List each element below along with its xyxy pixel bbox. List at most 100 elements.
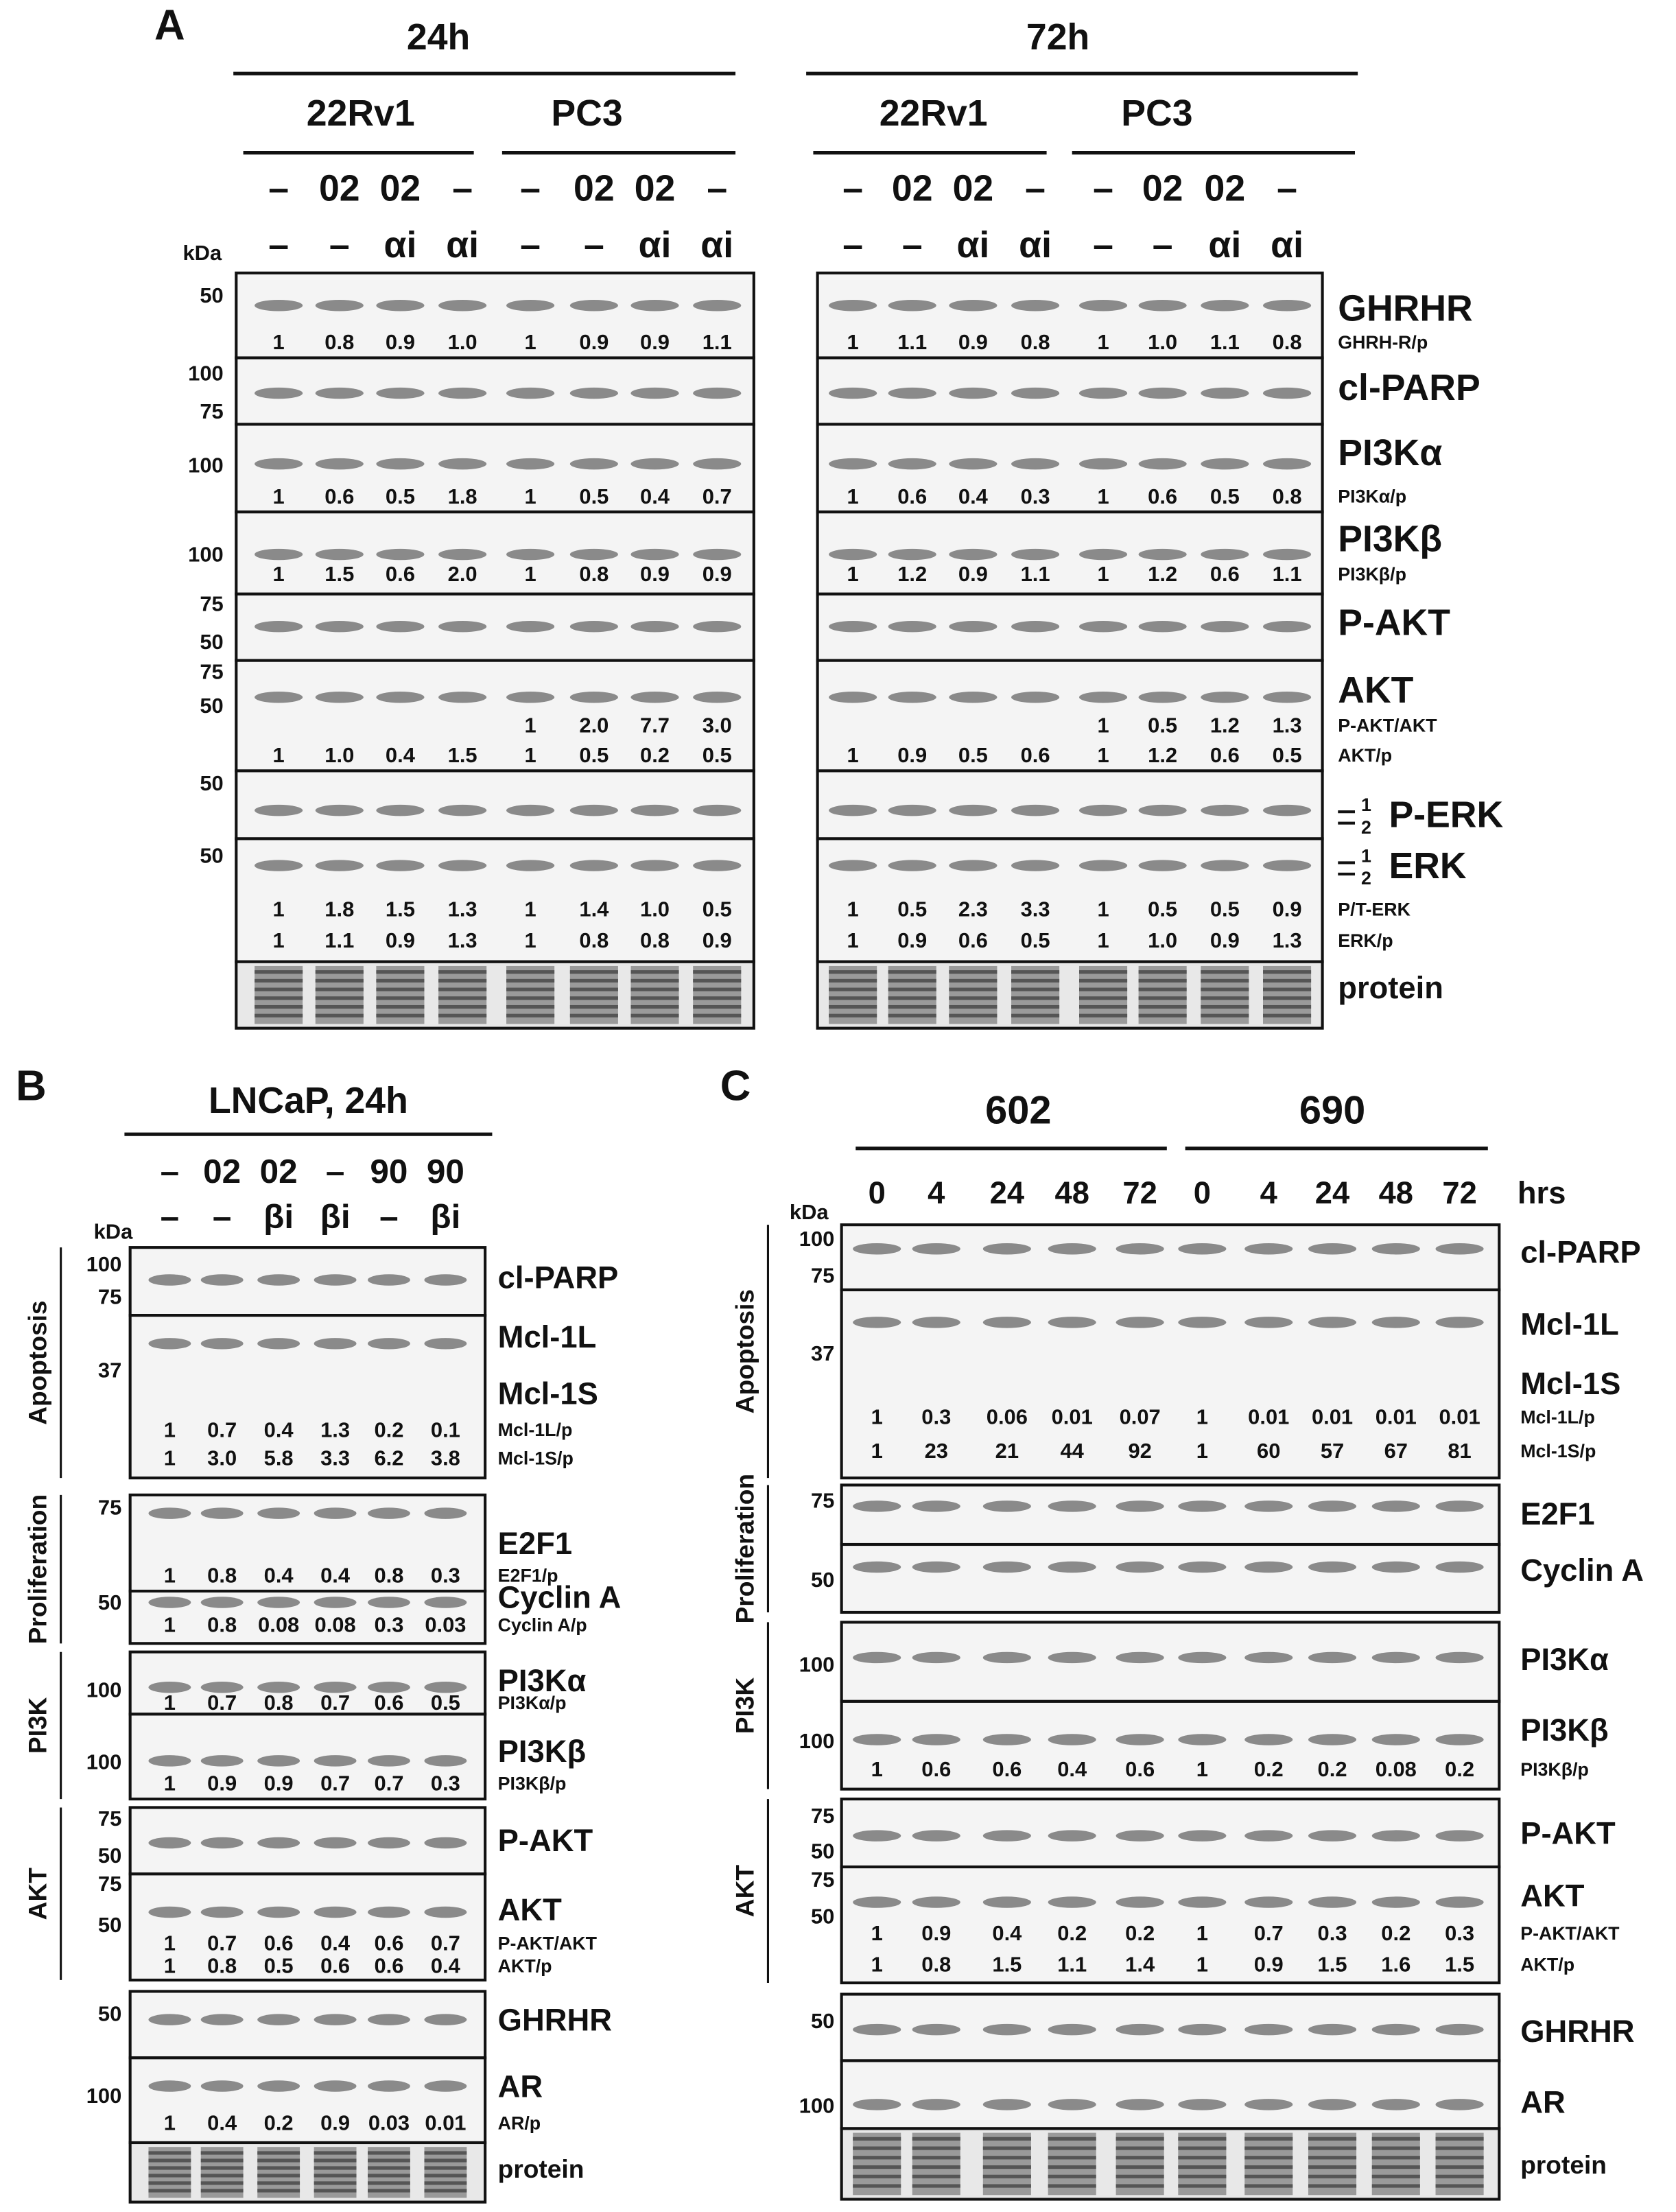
protein-stripe bbox=[853, 2156, 901, 2160]
protein-stripe bbox=[376, 970, 425, 974]
quant-value: 1 bbox=[847, 484, 859, 508]
quant-value: 0.2 bbox=[1381, 1921, 1411, 1945]
quant-value: 1 bbox=[1097, 562, 1109, 586]
band bbox=[1371, 1501, 1420, 1512]
band bbox=[424, 1906, 467, 1918]
band bbox=[1263, 458, 1312, 470]
quant-value: 1.0 bbox=[324, 743, 354, 767]
protein-stripe bbox=[630, 978, 679, 983]
quant-value: 44 bbox=[1060, 1439, 1084, 1463]
quant-value: 6.2 bbox=[374, 1446, 403, 1470]
band-number: 1 bbox=[1361, 845, 1371, 866]
treatment: 02 bbox=[635, 167, 676, 209]
protein-stripe bbox=[1116, 2137, 1164, 2141]
protein-stripe bbox=[148, 2174, 191, 2178]
blot-frame bbox=[128, 1589, 487, 1645]
quant-value: 0.2 bbox=[1057, 1921, 1087, 1945]
quant-label: Mcl-1L/p bbox=[498, 1420, 573, 1440]
treatment: – bbox=[1153, 224, 1173, 266]
quant-value: 1.5 bbox=[1445, 1952, 1474, 1976]
band bbox=[1371, 1651, 1420, 1664]
quant-value: 1 bbox=[273, 928, 285, 952]
time-point: 0 bbox=[1194, 1175, 1211, 1210]
quant-value: 0.6 bbox=[374, 1954, 403, 1978]
protein-stripe bbox=[257, 2181, 300, 2185]
quant-value: 1.8 bbox=[448, 484, 477, 508]
band bbox=[148, 1597, 191, 1608]
band bbox=[315, 387, 364, 399]
panel-label: A bbox=[154, 2, 185, 49]
band bbox=[148, 1338, 191, 1350]
blot-frame bbox=[816, 423, 1324, 514]
quant-value: 0.7 bbox=[1254, 1921, 1284, 1945]
protein-stripe bbox=[630, 996, 679, 1000]
cell-line: 22Rv1 bbox=[307, 93, 415, 134]
band bbox=[1244, 2099, 1293, 2110]
band bbox=[506, 860, 555, 871]
protein-stripe bbox=[255, 1004, 303, 1009]
protein-stripe bbox=[888, 970, 936, 974]
protein-stripe bbox=[315, 1013, 364, 1017]
protein-stripe bbox=[314, 2158, 357, 2163]
protein-stripe bbox=[1435, 2146, 1484, 2150]
band bbox=[148, 2080, 191, 2092]
band bbox=[888, 860, 936, 871]
treatment: – bbox=[902, 224, 923, 266]
section-label: AKT bbox=[23, 1868, 52, 1920]
band bbox=[368, 1274, 410, 1286]
quant-value: 0.5 bbox=[1021, 928, 1050, 952]
band bbox=[200, 2014, 244, 2025]
band bbox=[1138, 387, 1187, 399]
band bbox=[1201, 804, 1249, 816]
treatment: – bbox=[161, 1153, 180, 1190]
protein-stripe bbox=[1201, 1004, 1249, 1009]
quant-value: 1 bbox=[1097, 484, 1109, 508]
band bbox=[1011, 692, 1060, 703]
quant-value: 0.5 bbox=[1210, 484, 1240, 508]
protein-stripe bbox=[1011, 978, 1060, 983]
blot-label: Mcl-1L bbox=[1520, 1307, 1619, 1342]
quant-value: 1 bbox=[273, 743, 285, 767]
band bbox=[1201, 300, 1249, 311]
band bbox=[314, 2014, 357, 2025]
band bbox=[1263, 860, 1312, 871]
protein-stripe bbox=[1116, 2146, 1164, 2150]
protein-stripe bbox=[829, 1013, 877, 1017]
quant-value: 1 bbox=[164, 1446, 176, 1470]
blot-frame bbox=[840, 1699, 1501, 1791]
quant-value: 0.01 bbox=[1439, 1405, 1480, 1429]
band bbox=[949, 458, 998, 470]
band bbox=[693, 692, 742, 703]
quant-value: 0.3 bbox=[1445, 1921, 1474, 1945]
band bbox=[1435, 1501, 1484, 1512]
section-label: Apoptosis bbox=[730, 1289, 759, 1413]
quant-value: 1.5 bbox=[324, 562, 354, 586]
band bbox=[693, 620, 742, 633]
quant-value: 1.0 bbox=[1148, 330, 1177, 354]
quant-value: 1 bbox=[164, 1564, 176, 1588]
protein-stripe bbox=[1178, 2165, 1227, 2169]
protein-stripe bbox=[148, 2158, 191, 2163]
band bbox=[1178, 1651, 1227, 1664]
protein-stripe bbox=[1178, 2137, 1227, 2141]
kda-label: kDa bbox=[790, 1200, 829, 1224]
band bbox=[1079, 860, 1128, 871]
treatment: – bbox=[842, 167, 863, 209]
band bbox=[255, 387, 303, 399]
blot-frame bbox=[816, 659, 1324, 773]
protein-stripe bbox=[506, 978, 555, 983]
protein-stripe bbox=[148, 2189, 191, 2193]
treatment: 02 bbox=[260, 1153, 298, 1190]
band bbox=[315, 300, 364, 311]
blot-label: PI3Kα bbox=[1520, 1642, 1609, 1677]
kda-marker: 50 bbox=[200, 771, 223, 795]
protein-stripe bbox=[1011, 1013, 1060, 1017]
band bbox=[1308, 2099, 1357, 2110]
blot-frame bbox=[816, 837, 1324, 963]
band bbox=[1116, 2099, 1164, 2110]
protein-stripe bbox=[1138, 987, 1187, 991]
quant-label: Mcl-1L/p bbox=[1520, 1407, 1595, 1428]
band bbox=[315, 804, 364, 816]
quant-value: 1.0 bbox=[1148, 928, 1177, 952]
protein-stripe bbox=[1371, 2165, 1420, 2169]
